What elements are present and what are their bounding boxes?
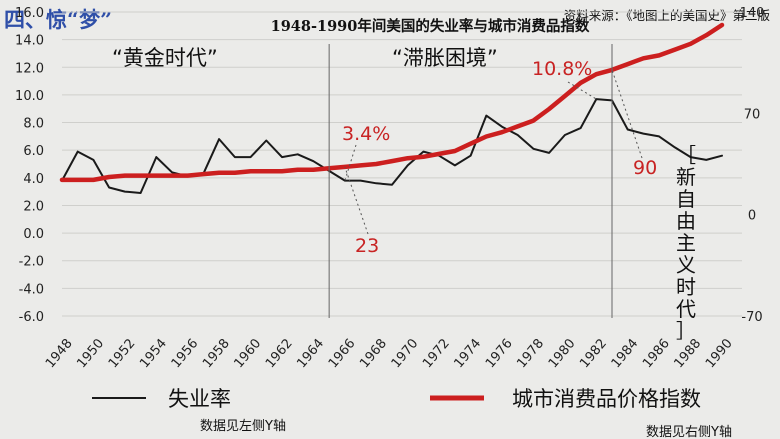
- x-tick-label: 1982: [577, 336, 610, 371]
- annotation-layer: “黄金时代” “滞胀困境” 3.4% 10.8% 23 90 ［新自由主义时代］: [112, 44, 696, 343]
- x-tick-label: 1974: [452, 336, 485, 371]
- x-tick-label: 1958: [200, 336, 233, 371]
- annotation-neoliberal-era: ［新自由主义时代］: [676, 143, 696, 343]
- y-left-tick-label: 12.0: [15, 61, 44, 76]
- x-tick-label: 1966: [326, 336, 359, 371]
- x-tick-label: 1956: [169, 336, 202, 371]
- y-left-tick-label: -6.0: [19, 310, 44, 325]
- y-left-tick-label: 14.0: [15, 34, 44, 49]
- annotation-golden-age: “黄金时代”: [112, 46, 218, 70]
- y-right-tick-label: -70: [741, 310, 762, 325]
- legend-note-left-axis: 数据见左侧Y轴: [200, 419, 286, 434]
- x-tick-label: 1976: [483, 336, 516, 371]
- leader-line: [567, 81, 597, 100]
- y-left-tick-label: -2.0: [19, 255, 44, 270]
- y-left-tick-label: 0.0: [23, 227, 44, 242]
- x-tick-label: 1952: [106, 336, 139, 371]
- y-right-tick-label: 0: [748, 209, 756, 224]
- legend-note-right-axis: 数据见右侧Y轴: [646, 425, 732, 439]
- x-tick-label: 1948: [43, 336, 76, 371]
- legend-label-cpi: 城市消费品价格指数: [512, 387, 701, 411]
- x-tick-label: 1978: [514, 336, 547, 371]
- y-left-tick-label: -4.0: [19, 282, 44, 297]
- x-tick-label: 1960: [232, 336, 265, 371]
- y-left-tick-label: 8.0: [23, 117, 44, 132]
- leader-line: [611, 69, 643, 159]
- x-tick-label: 1968: [357, 336, 390, 371]
- y-left-tick-label: 2.0: [23, 199, 44, 214]
- annotation-stagflation: “滞胀困境”: [392, 46, 498, 70]
- x-tick-label: 1962: [263, 336, 296, 371]
- y-right-tick-label: 70: [744, 107, 761, 122]
- annotation-90: 90: [633, 157, 657, 179]
- series-line-unemployment: [61, 98, 723, 194]
- x-tick-label: 1972: [420, 336, 453, 371]
- x-tick-label: 1954: [137, 336, 170, 371]
- y-right-tick-label: 140: [740, 6, 765, 21]
- chart-title: 1948-1990年间美国的失业率与城市消费品指数: [271, 17, 590, 35]
- leader-line: [344, 166, 369, 235]
- annotation-10-8-percent: 10.8%: [532, 58, 592, 80]
- x-tick-label: 1984: [609, 336, 642, 371]
- legend-label-unemployment: 失业率: [168, 387, 231, 411]
- x-tick-label: 1964: [294, 336, 327, 371]
- x-tick-label: 1980: [546, 336, 579, 371]
- leader-line: [344, 144, 357, 181]
- y-left-tick-label: 10.0: [15, 89, 44, 104]
- x-tick-label: 1950: [74, 336, 107, 371]
- x-tick-label: 1986: [640, 336, 673, 371]
- annotation-3-4-percent: 3.4%: [342, 123, 390, 145]
- y-left-tick-label: 16.0: [15, 6, 44, 21]
- y-left-tick-label: 4.0: [23, 172, 44, 187]
- y-left-tick-label: 6.0: [23, 144, 44, 159]
- slide-title: 四、惊“梦”: [4, 4, 117, 34]
- annotation-23: 23: [355, 235, 379, 257]
- x-tick-label: 1990: [703, 336, 736, 371]
- x-tick-label: 1970: [389, 336, 422, 371]
